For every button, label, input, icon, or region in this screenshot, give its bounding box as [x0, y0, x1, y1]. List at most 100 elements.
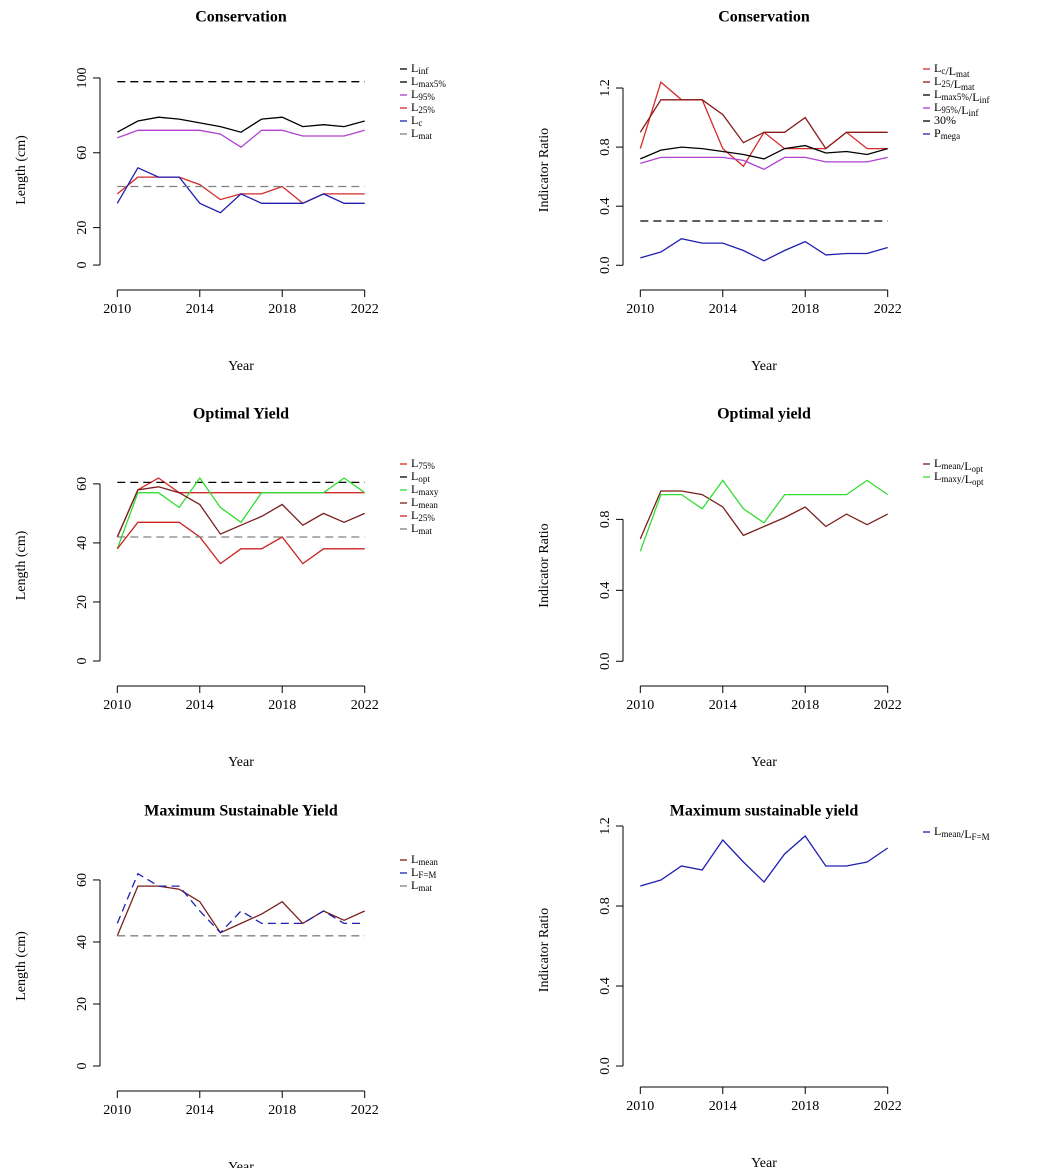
- x-axis-label: Year: [751, 359, 777, 374]
- y-tick-label: 1.2: [598, 817, 613, 835]
- series-line: [116, 476, 366, 550]
- x-tick-label: 2022: [874, 302, 902, 317]
- y-tick-label: 0.4: [598, 582, 613, 600]
- legend-label: L95%/Linf: [934, 100, 979, 118]
- y-tick-label: 0.8: [598, 511, 613, 529]
- chart-panel: Optimal yield 0.0 0.4 0.8 Indicator Ratio 201…: [537, 406, 984, 771]
- chart-title: Conservation: [195, 9, 287, 26]
- x-tick-label: 2010: [103, 302, 131, 317]
- legend-label: Pmega: [934, 126, 960, 141]
- y-axis-label: Indicator Ratio: [537, 908, 552, 992]
- series-line: [640, 238, 888, 262]
- legend-label: Lmean: [411, 495, 438, 510]
- chart-title: Optimal yield: [717, 406, 811, 423]
- series-line: [640, 156, 888, 171]
- series-line: [117, 129, 365, 149]
- x-tick-label: 2022: [874, 1099, 902, 1114]
- y-tick-label: 0.4: [598, 197, 613, 215]
- series-line: [639, 99, 888, 150]
- y-tick-label: 0.8: [598, 138, 613, 156]
- legend-label: Lc/Lmat: [934, 61, 970, 79]
- x-tick-label: 2018: [268, 1103, 296, 1118]
- chart-title: Maximum sustainable yield: [670, 803, 859, 820]
- chart-title: Optimal Yield: [193, 406, 289, 423]
- legend-label: Lc: [411, 113, 422, 128]
- legend-label: L25%: [411, 508, 435, 523]
- x-tick-label: 2018: [791, 1099, 819, 1114]
- x-tick-label: 2014: [709, 698, 737, 713]
- legend-label: Linf: [411, 61, 428, 76]
- y-tick-label: 0.4: [598, 977, 613, 995]
- y-tick-label: 40: [75, 536, 90, 550]
- chart-panel: Maximum Sustainable Yield 0 20 40 60 Length (…: [14, 803, 438, 1168]
- x-tick-label: 2010: [626, 1099, 654, 1114]
- y-tick-label: 20: [75, 221, 90, 235]
- legend-label: Lmat: [411, 878, 432, 893]
- x-tick-label: 2018: [268, 698, 296, 713]
- legend-label: Lmat: [411, 521, 432, 536]
- legend-label: L25%: [411, 100, 435, 115]
- legend-label: Lmat: [411, 126, 432, 141]
- x-tick-label: 2014: [186, 302, 214, 317]
- x-tick-label: 2010: [103, 698, 131, 713]
- y-axis-label: Indicator Ratio: [537, 523, 552, 607]
- y-tick-label: 0.8: [598, 897, 613, 915]
- x-tick-label: 2014: [709, 302, 737, 317]
- legend-label: L95%: [411, 87, 435, 102]
- legend-label: Lmean/Lopt: [934, 456, 984, 474]
- x-tick-label: 2010: [103, 1103, 131, 1118]
- chart-panel: Conservation 0.0 0.4 0.8 1.2 Indicator Ratio 2…: [537, 9, 989, 375]
- y-tick-label: 0.0: [598, 1057, 613, 1075]
- y-axis-label: Length (cm): [14, 530, 29, 600]
- x-tick-label: 2014: [709, 1099, 737, 1114]
- y-axis-label: Length (cm): [14, 931, 29, 1001]
- series-line: [116, 116, 365, 133]
- series-line: [116, 872, 365, 934]
- legend-label: L75%: [411, 456, 435, 471]
- x-tick-label: 2010: [626, 698, 654, 713]
- y-tick-label: 0: [75, 262, 90, 269]
- y-tick-label: 60: [75, 146, 90, 160]
- y-axis-label: Length (cm): [14, 135, 29, 205]
- chart-title: Conservation: [718, 9, 810, 26]
- series-line: [639, 80, 888, 168]
- series-line: [639, 490, 888, 540]
- x-tick-label: 2022: [351, 1103, 379, 1118]
- x-axis-label: Year: [751, 755, 777, 770]
- legend-label: Lmean: [411, 852, 438, 867]
- y-tick-label: 20: [75, 595, 90, 609]
- series-line: [116, 176, 365, 205]
- legend-label: Lmax5%: [411, 74, 446, 89]
- series-line: [116, 486, 365, 538]
- y-tick-label: 0: [75, 657, 90, 664]
- y-tick-label: 100: [75, 67, 90, 88]
- series-line: [116, 166, 365, 214]
- y-tick-label: 1.2: [598, 79, 613, 97]
- x-axis-label: Year: [228, 1160, 254, 1168]
- x-tick-label: 2018: [791, 302, 819, 317]
- y-tick-label: 20: [75, 997, 90, 1011]
- y-tick-label: 0.0: [598, 653, 613, 671]
- chart-panel: Optimal Yield 0 20 40 60 Length (cm) 2010 2014 2…: [14, 406, 439, 771]
- x-axis-label: Year: [751, 1156, 777, 1168]
- y-tick-label: 60: [75, 477, 90, 491]
- series-line: [116, 885, 365, 937]
- series-line: [116, 521, 365, 565]
- x-tick-label: 2014: [186, 698, 214, 713]
- legend-label: 30%: [934, 113, 956, 127]
- y-tick-label: 40: [75, 935, 90, 949]
- legend-label: LF=M: [411, 865, 436, 880]
- series-line: [639, 479, 889, 552]
- series-line: [640, 144, 888, 160]
- y-axis-label: Indicator Ratio: [537, 128, 552, 212]
- legend-label: L25/Lmat: [934, 74, 975, 92]
- legend-label: Lopt: [411, 469, 430, 484]
- x-tick-label: 2014: [186, 1103, 214, 1118]
- x-axis-label: Year: [228, 359, 254, 374]
- legend-label: Lmean/LF=M: [934, 824, 990, 842]
- y-tick-label: 0: [75, 1063, 90, 1070]
- legend-label: Lmax5%/Linf: [934, 87, 990, 105]
- legend-label: Lmaxy/Lopt: [934, 469, 984, 487]
- x-tick-label: 2022: [351, 302, 379, 317]
